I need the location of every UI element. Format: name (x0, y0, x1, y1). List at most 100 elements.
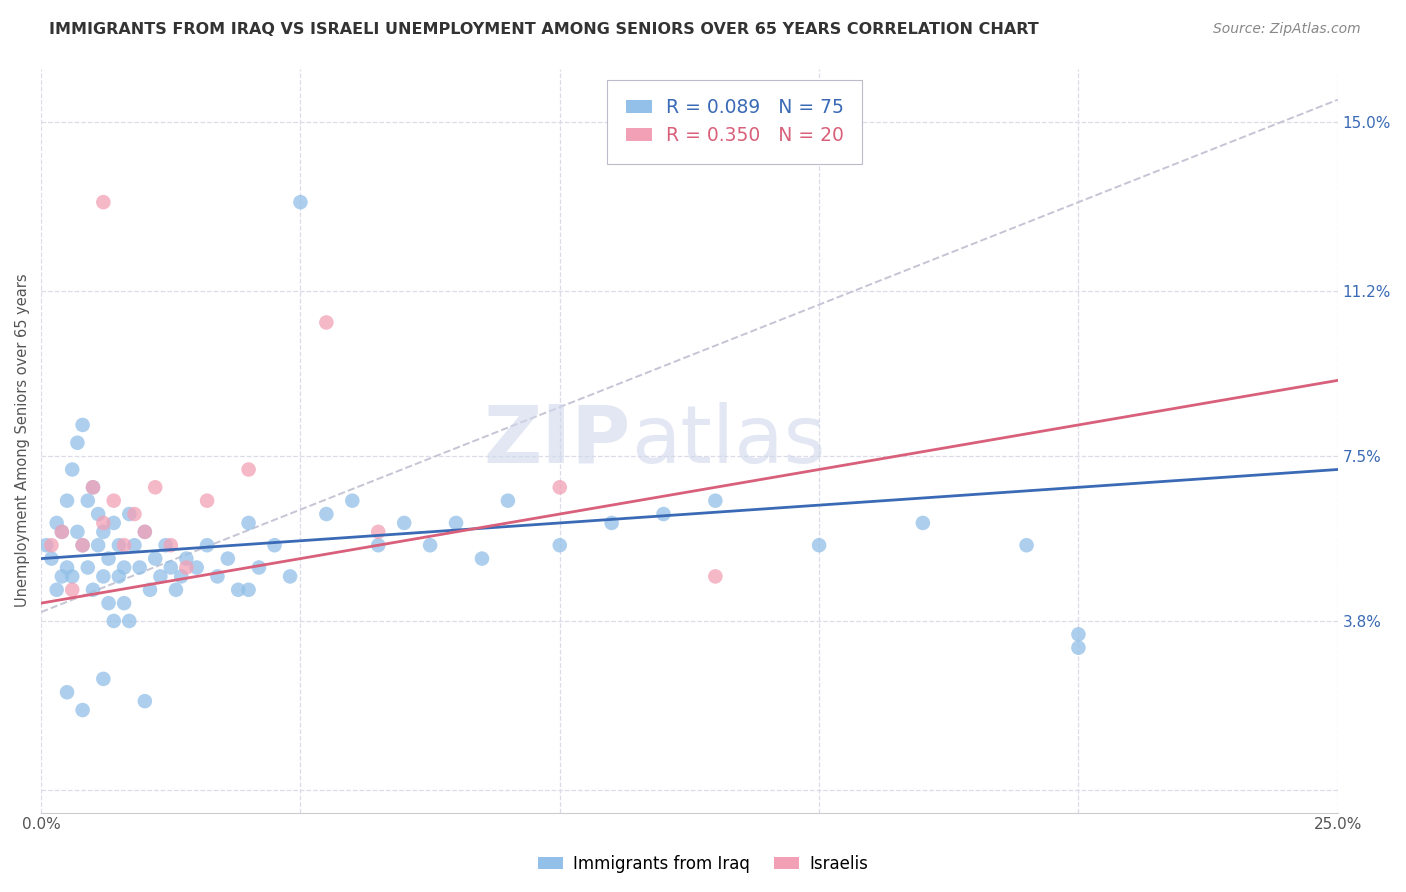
Point (76, 560, 98, 574)
Point (108, 569, 131, 583)
Point (35, 538, 58, 552)
Point (238, 462, 260, 476)
Point (367, 524, 389, 539)
Point (342, 493, 364, 508)
Point (124, 507, 146, 521)
Point (93, 516, 115, 530)
Point (367, 538, 389, 552)
Point (93, 569, 115, 583)
Text: atlas: atlas (631, 401, 825, 480)
Point (51, 524, 73, 539)
Legend: R = 0.089   N = 75, R = 0.350   N = 20: R = 0.089 N = 75, R = 0.350 N = 20 (613, 86, 856, 158)
Point (72, 538, 94, 552)
Point (76, 493, 98, 508)
Point (41, 551, 63, 566)
Point (808, 538, 831, 552)
Point (118, 507, 141, 521)
Point (176, 551, 198, 566)
Point (134, 524, 156, 539)
Point (97, 596, 120, 610)
Point (72, 703, 94, 717)
Point (1067, 640, 1090, 655)
Point (496, 493, 519, 508)
Point (72, 417, 94, 432)
Point (143, 551, 166, 566)
Point (87, 507, 110, 521)
Text: ZIP: ZIP (484, 401, 631, 480)
Point (1015, 538, 1038, 552)
Point (45, 516, 67, 530)
Point (139, 582, 162, 597)
Point (290, 195, 312, 210)
Point (72, 538, 94, 552)
Point (66, 524, 89, 539)
Point (112, 596, 135, 610)
Point (118, 614, 141, 628)
Point (41, 538, 63, 552)
Point (170, 569, 193, 583)
Point (195, 538, 218, 552)
Point (112, 560, 135, 574)
Point (103, 493, 125, 508)
Point (51, 569, 73, 583)
Point (56, 560, 79, 574)
Point (56, 493, 79, 508)
Text: IMMIGRANTS FROM IRAQ VS ISRAELI UNEMPLOYMENT AMONG SENIORS OVER 65 YEARS CORRELA: IMMIGRANTS FROM IRAQ VS ISRAELI UNEMPLOY… (49, 22, 1039, 37)
Point (82, 582, 104, 597)
Point (444, 516, 467, 530)
Point (93, 672, 115, 686)
Point (134, 694, 156, 708)
Point (704, 569, 727, 583)
Point (278, 569, 301, 583)
Point (207, 569, 229, 583)
Point (51, 524, 73, 539)
Point (471, 551, 494, 566)
Point (195, 493, 218, 508)
Point (226, 582, 249, 597)
Point (103, 516, 125, 530)
Point (93, 524, 115, 539)
Point (60, 582, 83, 597)
Y-axis label: Unemployment Among Seniors over 65 years: Unemployment Among Seniors over 65 years (15, 274, 30, 607)
Point (82, 480, 104, 494)
Point (128, 560, 150, 574)
Point (548, 538, 571, 552)
Point (419, 538, 441, 552)
Point (176, 560, 198, 574)
Point (238, 516, 260, 530)
Point (143, 480, 166, 494)
Point (103, 614, 125, 628)
Point (392, 516, 415, 530)
Point (82, 480, 104, 494)
Point (45, 582, 67, 597)
Point (704, 493, 727, 508)
Point (66, 435, 89, 450)
Legend: Immigrants from Iraq, Israelis: Immigrants from Iraq, Israelis (531, 848, 875, 880)
Point (155, 538, 177, 552)
Point (911, 516, 934, 530)
Point (87, 538, 110, 552)
Point (217, 551, 239, 566)
Point (60, 569, 83, 583)
Point (263, 538, 285, 552)
Point (315, 316, 337, 330)
Point (600, 516, 623, 530)
Text: Source: ZipAtlas.com: Source: ZipAtlas.com (1213, 22, 1361, 37)
Point (112, 538, 135, 552)
Point (159, 560, 181, 574)
Point (149, 569, 172, 583)
Point (134, 524, 156, 539)
Point (108, 538, 131, 552)
Point (548, 480, 571, 494)
Point (652, 507, 675, 521)
Point (60, 462, 83, 476)
Point (186, 560, 208, 574)
Point (97, 551, 120, 566)
Point (1067, 627, 1090, 641)
Point (124, 538, 146, 552)
Point (165, 582, 187, 597)
Point (247, 560, 270, 574)
Point (93, 195, 115, 210)
Point (238, 582, 260, 597)
Point (159, 538, 181, 552)
